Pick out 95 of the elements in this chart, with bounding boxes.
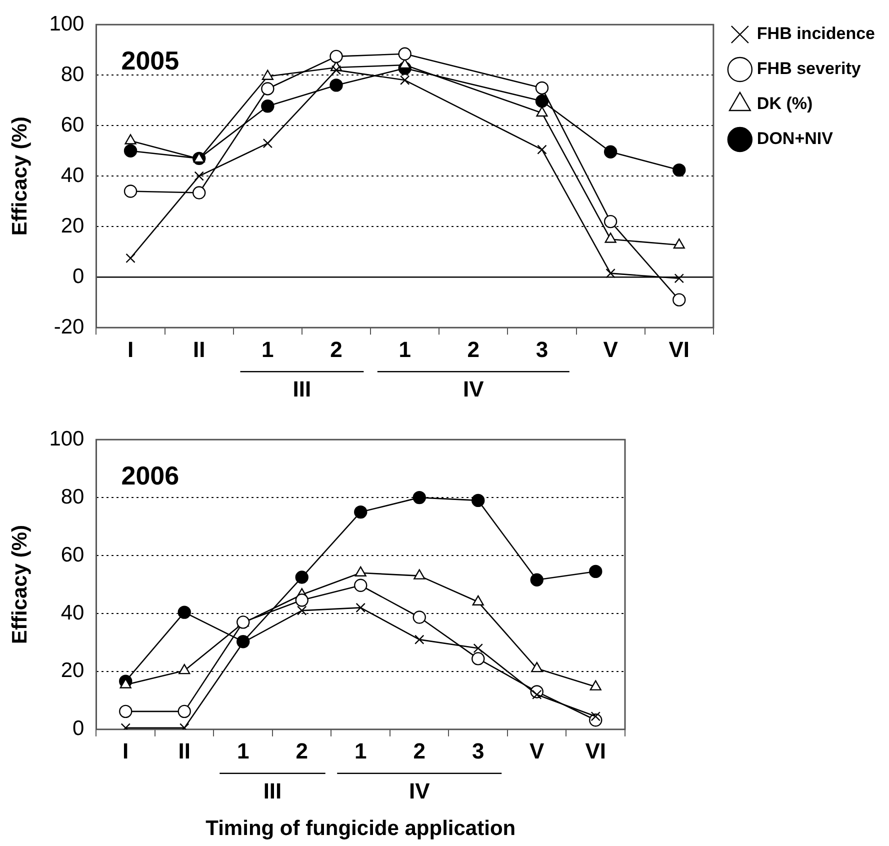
y-tick-label: 60 bbox=[60, 113, 84, 136]
x-tick-label: II bbox=[178, 738, 190, 764]
point bbox=[331, 65, 342, 75]
legend-label: DK (%) bbox=[756, 94, 813, 114]
point bbox=[192, 186, 206, 200]
x-tick-label: VI bbox=[585, 738, 606, 764]
point bbox=[673, 238, 685, 249]
y-tick-label: -20 bbox=[54, 315, 84, 338]
point bbox=[530, 573, 544, 586]
y-tick-label: 40 bbox=[60, 601, 84, 624]
point bbox=[126, 253, 136, 264]
point bbox=[536, 106, 548, 117]
point bbox=[412, 490, 426, 504]
point bbox=[604, 232, 616, 243]
point bbox=[124, 184, 138, 198]
x-tick-label: V bbox=[603, 336, 618, 362]
text: 2005 bbox=[121, 46, 180, 76]
point bbox=[672, 293, 686, 306]
text: III bbox=[292, 376, 312, 402]
point bbox=[178, 606, 191, 619]
point bbox=[330, 50, 343, 64]
point bbox=[535, 94, 549, 108]
point bbox=[261, 100, 274, 113]
point bbox=[356, 602, 366, 613]
x-tick-label: I bbox=[127, 336, 134, 362]
x-tick-label: 1 bbox=[236, 738, 250, 764]
y-tick-label: 100 bbox=[49, 12, 84, 36]
point bbox=[606, 268, 616, 278]
point bbox=[262, 138, 273, 148]
text: IV bbox=[408, 778, 430, 804]
point bbox=[124, 144, 138, 158]
x-tick-label: 3 bbox=[472, 738, 484, 764]
y-tick-label: 80 bbox=[60, 62, 84, 86]
point bbox=[354, 578, 368, 592]
x-tick-label: 2 bbox=[413, 738, 426, 764]
point bbox=[537, 144, 547, 154]
point bbox=[124, 134, 136, 144]
y-tick-label: 20 bbox=[60, 214, 84, 238]
point bbox=[472, 595, 484, 606]
point bbox=[414, 634, 424, 644]
point bbox=[535, 81, 549, 95]
point bbox=[297, 606, 307, 616]
point bbox=[531, 662, 543, 672]
point bbox=[589, 564, 602, 578]
legend-label: FHB incidence bbox=[756, 24, 876, 44]
point bbox=[398, 47, 412, 60]
point bbox=[674, 274, 684, 284]
point bbox=[672, 163, 686, 177]
point bbox=[178, 664, 190, 674]
point bbox=[473, 643, 483, 654]
x-tick-label: 3 bbox=[536, 336, 548, 362]
point bbox=[178, 704, 191, 718]
point bbox=[590, 680, 602, 690]
x-tick-label: II bbox=[192, 336, 206, 362]
y-tick-label: 40 bbox=[60, 164, 84, 187]
x-tick-label: 1 bbox=[262, 336, 274, 362]
point bbox=[194, 171, 204, 181]
point bbox=[354, 505, 368, 519]
point bbox=[295, 594, 308, 607]
x-tick-label: VI bbox=[668, 336, 690, 362]
x-axis-title: Timing of fungicide application bbox=[206, 817, 516, 840]
y-axis-title: Efficacy (%) bbox=[8, 116, 32, 236]
point bbox=[604, 145, 618, 158]
y-tick-label: 60 bbox=[60, 543, 84, 566]
x-tick-label: 1 bbox=[354, 738, 367, 764]
y-tick-label: 20 bbox=[60, 659, 84, 682]
point bbox=[604, 214, 618, 228]
point bbox=[472, 494, 485, 508]
legend-label: DON+NIV bbox=[756, 129, 834, 148]
point bbox=[330, 78, 343, 92]
point bbox=[262, 70, 274, 80]
y-axis-title: Efficacy (%) bbox=[8, 524, 32, 644]
legend-label: FHB severity bbox=[756, 59, 862, 78]
x-tick-label: 2 bbox=[296, 738, 308, 764]
point bbox=[295, 570, 308, 584]
y-tick-label: 0 bbox=[72, 717, 84, 740]
y-tick-label: 80 bbox=[60, 485, 84, 508]
x-tick-label: 2 bbox=[330, 336, 342, 362]
x-tick-label: 2 bbox=[467, 336, 480, 362]
x-tick-label: I bbox=[122, 738, 129, 764]
x-tick-label: 1 bbox=[398, 336, 411, 362]
point bbox=[354, 566, 366, 577]
point bbox=[472, 652, 485, 666]
text: III bbox=[263, 778, 282, 804]
point bbox=[414, 569, 426, 580]
y-tick-label: 100 bbox=[49, 427, 84, 450]
text: IV bbox=[463, 376, 484, 402]
y-tick-label: 0 bbox=[72, 264, 84, 288]
point bbox=[193, 152, 205, 163]
point bbox=[261, 82, 274, 96]
point bbox=[412, 610, 426, 624]
text: 2006 bbox=[121, 460, 180, 491]
point bbox=[400, 75, 410, 85]
x-tick-label: V bbox=[530, 738, 545, 764]
point bbox=[119, 704, 132, 718]
